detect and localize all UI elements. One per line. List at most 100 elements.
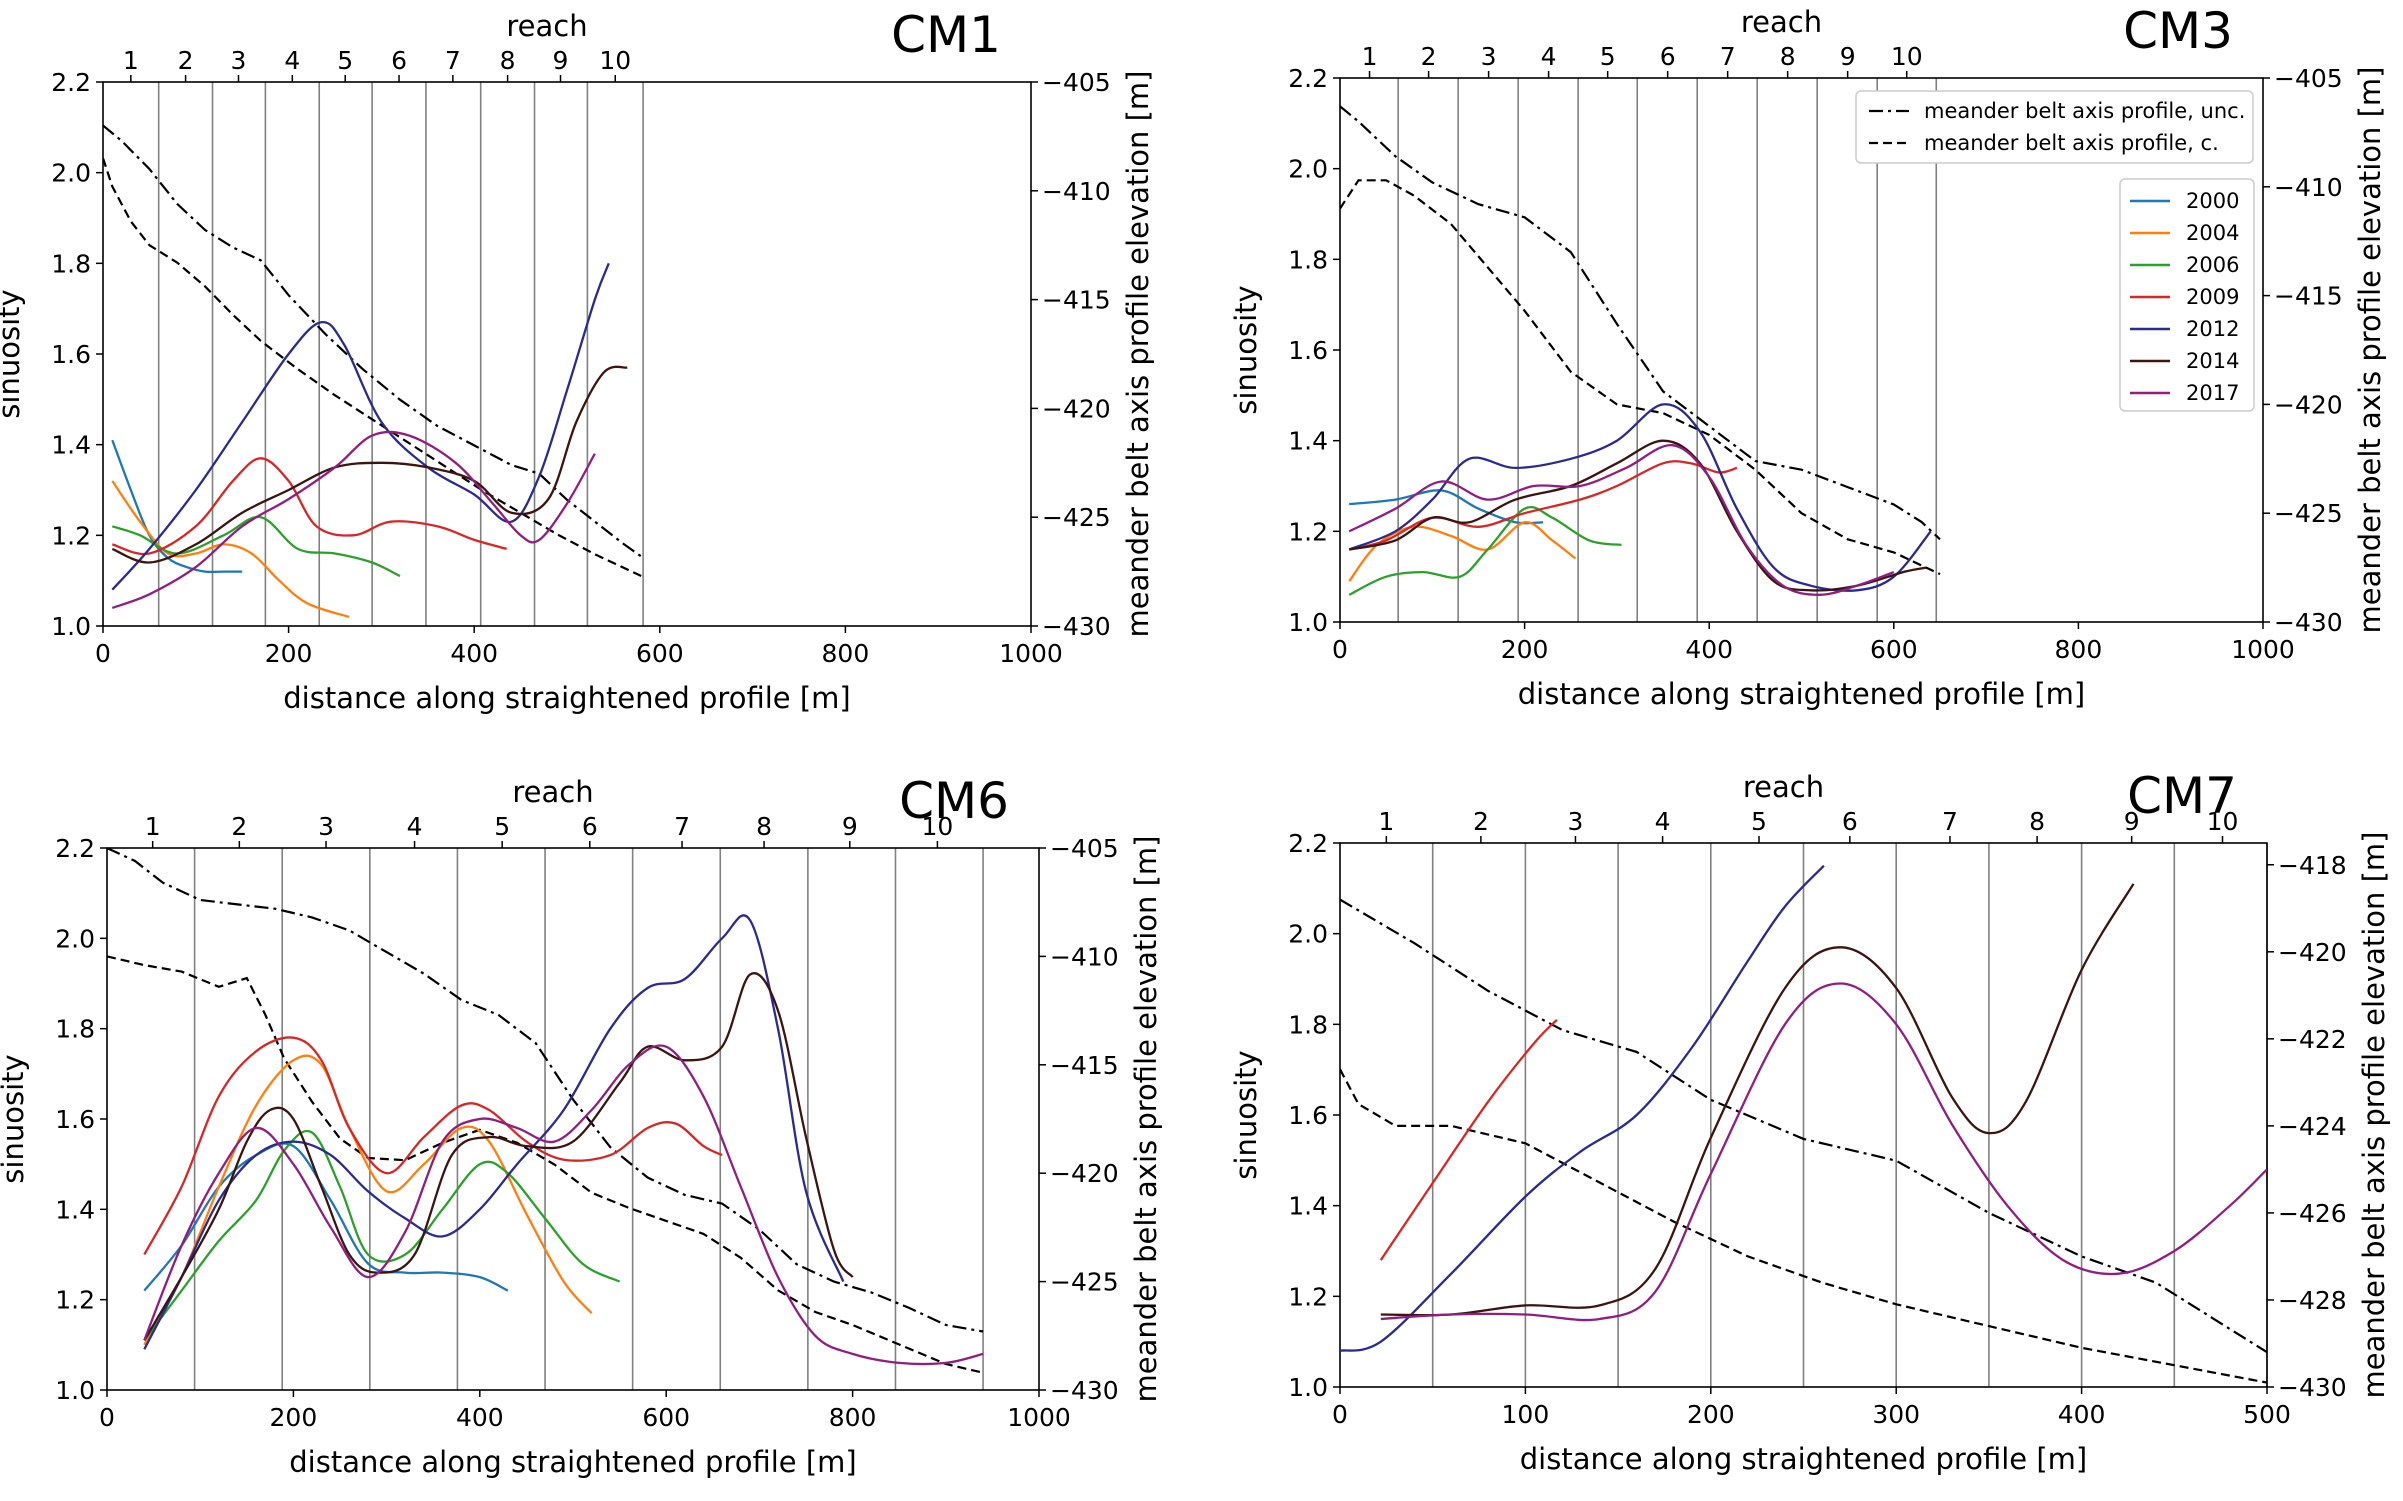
y2-axis-label: meander belt axis profile elevation [m] [2353,67,2387,634]
x-axis-label: distance along straightened profile [m] [1520,1442,2087,1476]
x-tick-label: 1000 [2231,635,2295,664]
y2-tick-label: −422 [2278,1025,2347,1054]
reach-label: 2 [178,46,194,75]
series-line-2000 [143,1142,509,1292]
reach-label: 8 [500,46,516,75]
y-tick-label: 1.0 [1288,1373,1328,1402]
reach-label: 1 [145,812,161,841]
series-line-2006 [143,1129,621,1341]
x-tick-label: 400 [456,1403,504,1432]
x-tick-label: 0 [1332,1400,1348,1429]
profile-line-c [103,157,642,577]
reach-label: 9 [553,46,569,75]
legend-years: 2000 2004 2006 2009 2012 2014 2017 [2119,178,2255,412]
series-line-2004 [111,480,350,618]
x-tick-label: 600 [1870,635,1918,664]
y-tick-label: 1.2 [51,521,91,550]
y-axis-label: sinuosity [0,1054,30,1183]
y2-tick-label: −426 [2278,1199,2347,1228]
reach-label: 5 [1751,807,1767,836]
x-tick-label: 800 [822,639,870,668]
series-line-2009 [143,1036,723,1256]
legend-years-box [2119,178,2255,412]
y2-tick-label: −424 [2278,1112,2347,1141]
y-axis-label: sinuosity [0,289,26,418]
y-tick-label: 2.0 [1288,920,1328,949]
panel-title: CM3 [2123,2,2233,60]
reach-label: 5 [337,46,353,75]
profile-line-unc [103,124,642,558]
reach-axis-label: reach [506,9,587,43]
y2-tick-label: −418 [2278,851,2347,880]
y-axis-label: sinuosity [1229,1050,1263,1179]
x-tick-label: 1000 [999,639,1063,668]
plot-area [103,124,642,618]
y2-tick-label: −420 [1042,394,1111,423]
reach-label: 7 [1942,807,1958,836]
profile-line-c [107,955,984,1374]
y-tick-label: 1.2 [55,1286,95,1315]
reach-label: 7 [674,812,690,841]
y-tick-label: 1.2 [1288,1282,1328,1311]
y2-tick-label: −415 [2274,282,2343,311]
reach-label: 7 [445,46,461,75]
series-line-2017 [111,430,596,609]
profile-line-c [1340,179,1941,576]
y-tick-label: 1.0 [55,1376,95,1405]
x-tick-label: 200 [265,639,313,668]
reach-label: 6 [391,46,407,75]
reach-label: 3 [1481,42,1497,71]
reach-label: 10 [599,46,631,75]
plot-area [1340,105,1941,596]
y2-tick-label: −410 [1050,942,1119,971]
reach-label: 4 [1541,42,1557,71]
series-line-2006 [111,515,401,578]
reach-label: 4 [1655,807,1671,836]
plot-area [107,848,984,1374]
x-tick-label: 1000 [1007,1403,1071,1432]
y2-axis-label: meander belt axis profile elevation [m] [2357,832,2391,1399]
y2-tick-label: −430 [2274,608,2343,637]
reach-label: 1 [1362,42,1378,71]
reach-label: 3 [1568,807,1584,836]
reach-label: 9 [1840,42,1856,71]
reach-label: 9 [842,812,858,841]
y2-tick-label: −405 [2274,64,2343,93]
x-axis-label: distance along straightened profile [m] [1518,677,2085,711]
reach-label: 2 [1473,807,1489,836]
y-tick-label: 1.6 [1288,336,1328,365]
reach-label: 9 [2124,807,2140,836]
x-tick-label: 800 [2055,635,2103,664]
legend-label-2017: 2017 [2186,381,2239,405]
reach-label: 5 [1600,42,1616,71]
x-tick-label: 600 [642,1403,690,1432]
y2-axis-label: meander belt axis profile elevation [m] [1129,836,1163,1403]
y2-axis-label: meander belt axis profile elevation [m] [1121,71,1155,638]
series-line-2014 [143,972,854,1341]
reach-label: 8 [2029,807,2045,836]
y2-tick-label: −430 [1042,612,1111,641]
series-line-2012 [143,914,845,1350]
y-tick-label: 1.0 [1288,608,1328,637]
y-tick-label: 2.2 [1288,64,1328,93]
panel-cm6: 0 200 400 600 800 1000 1.0 1.2 1.4 1.6 1.8 2.0 2.2 −4… [0,772,1163,1479]
reach-label: 2 [1421,42,1437,71]
y2-tick-label: −405 [1050,834,1119,863]
reach-label: 10 [1891,42,1923,71]
reach-label: 1 [123,46,139,75]
legend-label-2009: 2009 [2186,285,2239,309]
reach-label: 2 [231,812,247,841]
series-line-2014 [1380,883,2135,1317]
series-line-2000 [1349,489,1544,525]
x-axis-label: distance along straightened profile [m] [283,681,850,715]
y-tick-label: 2.0 [55,924,95,953]
y2-tick-label: −405 [1042,68,1111,97]
x-tick-label: 200 [1687,1400,1735,1429]
y-tick-label: 2.2 [1288,829,1328,858]
reach-label: 8 [1780,42,1796,71]
profile-line-c [1340,1068,2267,1384]
series-line-2014 [111,365,628,564]
series-line-2014 [1348,439,1927,592]
x-tick-label: 200 [1501,635,1549,664]
